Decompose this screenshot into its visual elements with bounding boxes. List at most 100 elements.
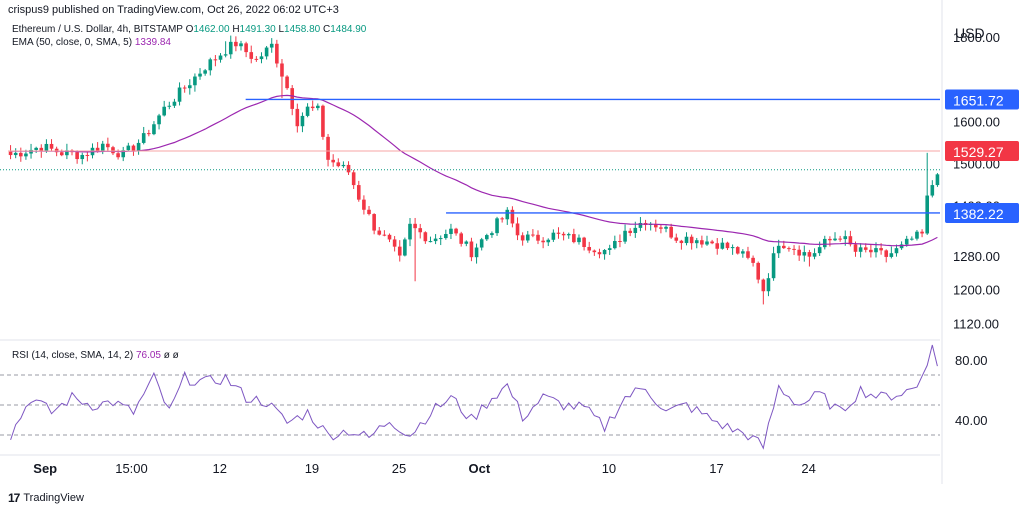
candle-body: [131, 145, 136, 151]
close-value: 1484.90: [330, 24, 367, 35]
candle-body: [490, 233, 494, 236]
candle-body: [19, 152, 23, 157]
candle-body: [602, 249, 607, 255]
candle-body: [24, 153, 28, 157]
candle-body: [674, 237, 679, 241]
candle-body: [275, 43, 279, 64]
level-badge: [945, 89, 1019, 110]
candle-body: [746, 251, 750, 258]
candle-body: [351, 172, 356, 186]
open-label: O: [185, 24, 194, 35]
candle-body: [300, 115, 305, 127]
candle-body: [39, 147, 44, 152]
candle-body: [13, 152, 18, 156]
candle-body: [812, 253, 817, 257]
candle-body: [433, 238, 438, 242]
candle-body: [249, 52, 254, 59]
candle-body: [413, 223, 417, 229]
candle-body: [290, 88, 295, 109]
ema-label: EMA (50, close, 0, SMA, 5): [12, 37, 133, 48]
candle-body: [285, 76, 289, 89]
candle-body: [177, 87, 182, 102]
candle-body: [807, 252, 812, 257]
candle-body: [193, 76, 197, 86]
candle-body: [259, 56, 264, 60]
candle-body: [869, 249, 873, 253]
candle-body: [561, 233, 566, 236]
rsi-label: RSI (14, close, SMA, 14, 2): [12, 350, 134, 361]
candle-body: [459, 233, 463, 244]
candle-body: [633, 227, 638, 234]
candle-body: [725, 242, 730, 249]
candle-body: [566, 234, 571, 236]
candle-body: [710, 241, 714, 244]
candle-body: [751, 257, 755, 263]
published-header: crispus9 published on TradingView.com, O…: [8, 4, 339, 16]
candle-body: [879, 248, 883, 251]
candle-body: [479, 239, 484, 248]
candle-body: [147, 133, 151, 135]
candle-body: [618, 241, 622, 243]
x-tick-label: 19: [305, 461, 319, 476]
candle-body: [223, 54, 228, 56]
candle-body: [423, 232, 428, 242]
candle-body: [782, 245, 786, 249]
open-value: 1462.00: [193, 24, 230, 35]
candle-body: [157, 115, 161, 125]
candle-body: [551, 232, 556, 240]
candle-body: [756, 262, 761, 280]
tradingview-brand: TradingView: [23, 492, 84, 504]
x-tick-label: 15:00: [115, 461, 148, 476]
candle-body: [894, 248, 899, 254]
candle-body: [387, 234, 392, 240]
candle-body: [664, 226, 668, 229]
candle-body: [899, 244, 904, 249]
candle-body: [720, 242, 725, 249]
candle-body: [863, 247, 868, 250]
candle-body: [44, 143, 49, 152]
candle-body: [403, 239, 407, 256]
candle-body: [679, 240, 684, 244]
candle-body: [141, 133, 146, 143]
level-label: 1651.72: [953, 92, 1004, 108]
candle-body: [536, 234, 540, 241]
rsi-line: [10, 344, 938, 450]
candle-body: [848, 236, 853, 245]
candle-body: [136, 142, 141, 151]
candle-body: [495, 218, 499, 234]
candle-body: [449, 228, 453, 235]
candle-body: [715, 243, 720, 249]
candle-body: [787, 248, 791, 250]
candle-body: [408, 223, 412, 240]
candle-body: [669, 226, 673, 238]
candle-body: [85, 154, 90, 156]
candle-body: [510, 209, 515, 224]
rsi-legend: RSI (14, close, SMA, 14, 2) 76.05 ø ø: [12, 350, 179, 361]
candle-body: [444, 234, 448, 239]
candle-body: [572, 234, 576, 243]
y-tick-label: 1120.00: [953, 316, 999, 331]
candle-body: [106, 143, 110, 148]
y-tick-label: 1200.00: [953, 283, 1000, 298]
candle-body: [34, 147, 38, 150]
symbol-name: Ethereum / U.S. Dollar, 4h, BITSTAMP: [12, 24, 183, 35]
candle-body: [208, 59, 213, 71]
candle-body: [341, 164, 346, 167]
candle-body: [792, 248, 796, 250]
candle-body: [910, 238, 914, 240]
candle-body: [700, 240, 704, 245]
candle-body: [520, 235, 525, 241]
x-tick-label: 10: [602, 461, 616, 476]
candle-body: [613, 241, 617, 249]
candle-body: [500, 218, 504, 220]
candle-body: [65, 150, 69, 156]
candle-body: [203, 70, 207, 74]
currency-label: USD: [955, 25, 985, 41]
candle-body: [515, 223, 520, 236]
candle-body: [372, 214, 376, 231]
tradingview-logo-icon: 17: [8, 491, 20, 505]
candle-body: [331, 159, 335, 163]
candle-body: [346, 164, 351, 173]
candle-body: [418, 228, 423, 233]
